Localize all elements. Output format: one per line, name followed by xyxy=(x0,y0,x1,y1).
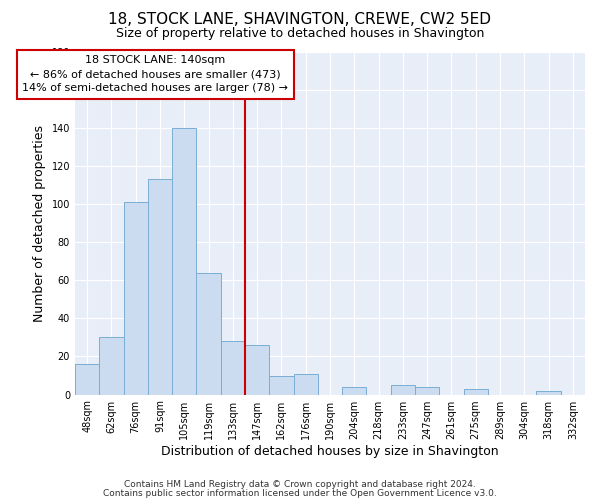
Bar xyxy=(464,389,488,394)
Text: 18 STOCK LANE: 140sqm
← 86% of detached houses are smaller (473)
14% of semi-det: 18 STOCK LANE: 140sqm ← 86% of detached … xyxy=(22,56,288,94)
Bar xyxy=(75,364,99,394)
Text: Size of property relative to detached houses in Shavington: Size of property relative to detached ho… xyxy=(116,28,484,40)
Bar xyxy=(99,338,124,394)
Bar xyxy=(245,345,269,395)
Bar xyxy=(293,374,318,394)
X-axis label: Distribution of detached houses by size in Shavington: Distribution of detached houses by size … xyxy=(161,444,499,458)
Y-axis label: Number of detached properties: Number of detached properties xyxy=(33,124,46,322)
Text: Contains public sector information licensed under the Open Government Licence v3: Contains public sector information licen… xyxy=(103,488,497,498)
Bar xyxy=(391,385,415,394)
Bar xyxy=(342,387,367,394)
Bar xyxy=(536,391,561,394)
Text: Contains HM Land Registry data © Crown copyright and database right 2024.: Contains HM Land Registry data © Crown c… xyxy=(124,480,476,489)
Bar xyxy=(124,202,148,394)
Bar xyxy=(221,341,245,394)
Bar xyxy=(269,376,293,394)
Bar xyxy=(172,128,196,394)
Bar xyxy=(148,179,172,394)
Bar xyxy=(415,387,439,394)
Bar xyxy=(196,272,221,394)
Text: 18, STOCK LANE, SHAVINGTON, CREWE, CW2 5ED: 18, STOCK LANE, SHAVINGTON, CREWE, CW2 5… xyxy=(109,12,491,28)
